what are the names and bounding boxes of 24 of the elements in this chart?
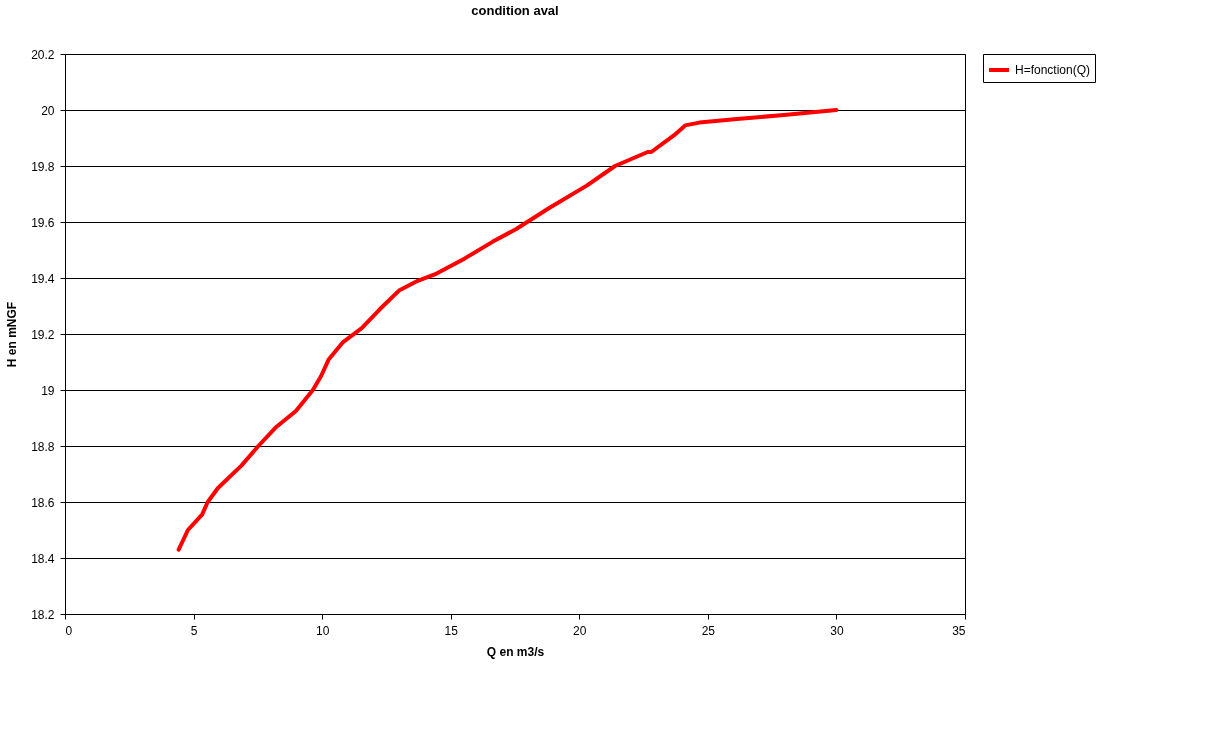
x-tick-label: 10 — [315, 623, 330, 638]
y-tick-label: 20.2 — [31, 47, 55, 62]
x-tick-label: 35 — [952, 623, 966, 638]
x-axis-title: Q en m3/s — [486, 644, 545, 659]
y-tick-label: 19 — [41, 383, 55, 398]
y-tick-label: 18.6 — [31, 495, 55, 510]
y-tick-label: 19.2 — [31, 327, 55, 342]
x-tick-label: 20 — [573, 623, 587, 638]
y-tick-label: 18.4 — [31, 551, 55, 566]
y-tick-label: 18.8 — [31, 439, 55, 454]
y-tick-label: 19.6 — [31, 215, 55, 230]
x-tick-label: 30 — [830, 623, 844, 638]
y-axis-title: H en mNGF — [5, 301, 20, 368]
x-tick-label: 5 — [190, 623, 198, 638]
legend-label: H=fonction(Q) — [1015, 63, 1091, 77]
y-tick-label: 19.8 — [31, 159, 55, 174]
x-tick-label: 25 — [701, 623, 716, 638]
y-tick-label: 20 — [41, 103, 55, 118]
y-tick-label: 18.2 — [31, 607, 55, 622]
line-series — [176, 108, 839, 552]
y-tick-label: 19.4 — [31, 271, 55, 286]
chart-title: condition aval — [471, 3, 559, 18]
x-tick-label: 15 — [444, 623, 459, 638]
x-tick-label: 0 — [65, 623, 73, 638]
